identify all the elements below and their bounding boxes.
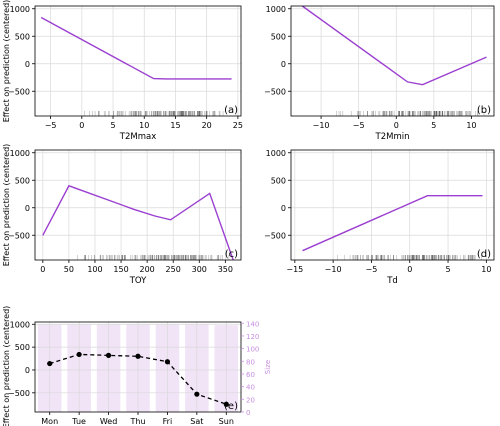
series-line bbox=[301, 6, 487, 86]
panel-e: Mon Tue Wed Thu Fri Sat Sun −500 0 500 1000 0 20 40 60… bbox=[2, 306, 272, 426]
y-axis-label: Effect on prediction (centered) bbox=[2, 306, 11, 426]
x-tick-label: −5 bbox=[45, 121, 57, 130]
x-tick-label: 15 bbox=[170, 121, 180, 130]
x-tick-label: −10 bbox=[325, 265, 342, 274]
x-tick-label: 10 bbox=[466, 121, 476, 130]
panel-label: (b) bbox=[477, 105, 491, 116]
x-tick-label: −5 bbox=[366, 265, 378, 274]
x-tick-label: 250 bbox=[166, 265, 181, 274]
rug bbox=[77, 255, 230, 260]
data-point-sun bbox=[223, 401, 229, 407]
x-tick-label: 5 bbox=[431, 121, 436, 130]
x-tick-label: Wed bbox=[100, 417, 117, 426]
y-tick-label: 1000 bbox=[10, 5, 30, 14]
x-tick-label: 0 bbox=[394, 121, 399, 130]
rug bbox=[336, 111, 485, 116]
x-tick-label: 5 bbox=[445, 265, 450, 274]
x-tick-label: 0 bbox=[40, 265, 45, 274]
x-tick-label: 0 bbox=[407, 265, 412, 274]
panel-d: −15 −10 −5 0 5 10 −500 0 500 1000 Td (d) bbox=[264, 149, 495, 286]
data-point-sat bbox=[194, 391, 200, 397]
y-tick-label: 0 bbox=[25, 204, 30, 213]
x-tick-label: 200 bbox=[139, 265, 154, 274]
data-point-mon bbox=[47, 360, 53, 367]
rug bbox=[337, 255, 482, 260]
y-tick-label: 0 bbox=[25, 60, 30, 69]
data-point-wed bbox=[105, 352, 112, 358]
x-tick-label: 10 bbox=[481, 265, 491, 274]
y-tick-label: 1000 bbox=[10, 149, 30, 158]
x-tick-label: Mon bbox=[41, 417, 58, 426]
data-point-fri bbox=[164, 359, 171, 365]
panel-label: (e) bbox=[224, 401, 238, 412]
y2-axis-label: Size bbox=[264, 360, 272, 374]
y-axis-label: Effect on prediction (centered) bbox=[2, 144, 11, 267]
x-tick-label: 20 bbox=[202, 121, 212, 130]
y-tick-label: 500 bbox=[15, 343, 30, 352]
x-tick-label: Fri bbox=[163, 417, 173, 426]
rug bbox=[84, 111, 224, 116]
plot-frame bbox=[290, 149, 495, 261]
plot-frame bbox=[34, 5, 242, 117]
y-tick-label: 0 bbox=[281, 60, 286, 69]
y-tick-label: 500 bbox=[15, 176, 30, 185]
data-point-thu bbox=[135, 353, 141, 359]
x-axis-label: Td bbox=[386, 276, 398, 286]
x-tick-label: 100 bbox=[87, 265, 102, 274]
series-line bbox=[42, 184, 234, 260]
x-axis-label: TOY bbox=[129, 276, 147, 286]
plot-frame bbox=[290, 5, 495, 117]
y-tick-label: 0 bbox=[25, 366, 30, 375]
y-tick-label: 0 bbox=[281, 204, 286, 213]
y2-tick-label: 100 bbox=[246, 346, 259, 354]
y2-tick-label: 20 bbox=[246, 396, 255, 404]
x-tick-label: −5 bbox=[353, 121, 365, 130]
y2-tick-label: 120 bbox=[246, 333, 259, 341]
series-line bbox=[40, 16, 232, 80]
y-tick-label: −500 bbox=[8, 231, 30, 240]
x-tick-label: 0 bbox=[79, 121, 84, 130]
y-tick-label: −500 bbox=[8, 87, 30, 96]
y2-tick-label: 60 bbox=[246, 371, 255, 379]
y-tick-label: −500 bbox=[8, 389, 30, 398]
panel-label: (a) bbox=[224, 105, 238, 116]
y-tick-label: 500 bbox=[271, 32, 286, 41]
y-tick-label: −500 bbox=[264, 87, 286, 96]
y-tick-label: 500 bbox=[15, 32, 30, 41]
x-tick-label: 5 bbox=[110, 121, 115, 130]
data-point-tue bbox=[76, 351, 82, 358]
x-tick-label: −15 bbox=[286, 265, 303, 274]
y2-tick-label: 40 bbox=[246, 384, 255, 392]
y-tick-label: 1000 bbox=[266, 149, 286, 158]
panel-label: (c) bbox=[225, 249, 238, 260]
panel-c: 0 50 100 150 200 250 300 350 −500 0 500 1000 TOY Effe… bbox=[2, 144, 242, 286]
y-tick-label: 1000 bbox=[10, 320, 30, 329]
x-tick-label: Sat bbox=[190, 417, 203, 426]
x-tick-label: 50 bbox=[64, 265, 74, 274]
plot-frame bbox=[34, 149, 242, 261]
panel-b: −10 −5 0 5 10 −500 0 500 1000 T2Mmin (b) bbox=[264, 5, 495, 142]
x-tick-label: Sun bbox=[219, 417, 234, 426]
y2-tick-label: 140 bbox=[246, 320, 259, 328]
x-axis-label: T2Mmax bbox=[119, 132, 156, 142]
y2-tick-label: 0 bbox=[246, 409, 250, 417]
x-tick-label: 150 bbox=[113, 265, 128, 274]
x-tick-label: Tue bbox=[71, 417, 86, 426]
y-tick-label: 1000 bbox=[266, 5, 286, 14]
x-tick-label: −10 bbox=[313, 121, 330, 130]
x-tick-label: Thu bbox=[129, 417, 145, 426]
x-tick-label: 10 bbox=[139, 121, 149, 130]
x-tick-label: 25 bbox=[233, 121, 243, 130]
y-tick-label: −500 bbox=[264, 231, 286, 240]
panel-label: (d) bbox=[477, 249, 491, 260]
y-axis-label: Effect on prediction (centered) bbox=[2, 0, 11, 122]
x-axis-label: T2Mmin bbox=[375, 132, 410, 142]
panel-a: −5 0 5 10 15 20 25 −500 0 500 1000 T2Mmax Effect on … bbox=[2, 0, 243, 142]
x-tick-label: 300 bbox=[192, 265, 207, 274]
x-tick-label: 350 bbox=[218, 265, 233, 274]
series-line bbox=[302, 194, 483, 252]
y-tick-label: 500 bbox=[271, 176, 286, 185]
y2-tick-label: 80 bbox=[246, 358, 255, 366]
